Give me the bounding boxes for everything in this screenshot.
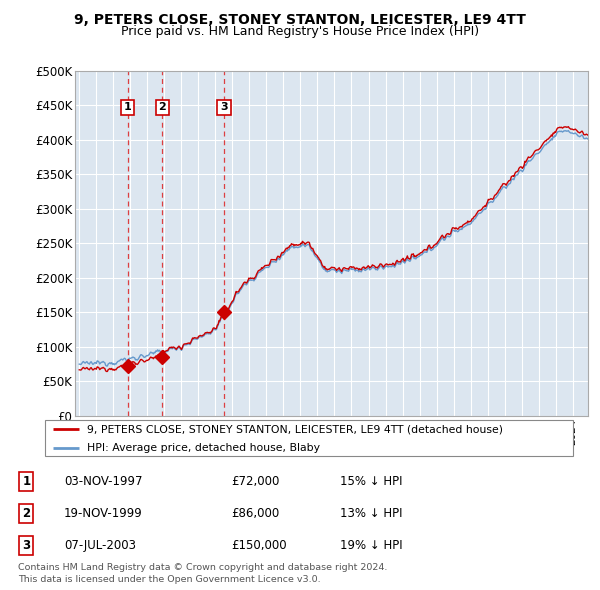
Text: 3: 3 <box>220 103 228 112</box>
Text: 9, PETERS CLOSE, STONEY STANTON, LEICESTER, LE9 4TT (detached house): 9, PETERS CLOSE, STONEY STANTON, LEICEST… <box>88 424 503 434</box>
FancyBboxPatch shape <box>44 419 574 457</box>
Text: 2: 2 <box>158 103 166 112</box>
Text: 1: 1 <box>124 103 131 112</box>
Text: 3: 3 <box>22 539 31 552</box>
Text: Contains HM Land Registry data © Crown copyright and database right 2024.
This d: Contains HM Land Registry data © Crown c… <box>18 563 388 584</box>
Text: 15% ↓ HPI: 15% ↓ HPI <box>340 475 403 488</box>
Text: HPI: Average price, detached house, Blaby: HPI: Average price, detached house, Blab… <box>88 442 320 453</box>
Text: £86,000: £86,000 <box>231 507 279 520</box>
Text: 1: 1 <box>22 475 31 488</box>
Text: 2: 2 <box>22 507 31 520</box>
Text: 19% ↓ HPI: 19% ↓ HPI <box>340 539 403 552</box>
Text: Price paid vs. HM Land Registry's House Price Index (HPI): Price paid vs. HM Land Registry's House … <box>121 25 479 38</box>
Text: £72,000: £72,000 <box>231 475 279 488</box>
Text: 07-JUL-2003: 07-JUL-2003 <box>64 539 136 552</box>
Text: £150,000: £150,000 <box>231 539 287 552</box>
Text: 9, PETERS CLOSE, STONEY STANTON, LEICESTER, LE9 4TT: 9, PETERS CLOSE, STONEY STANTON, LEICEST… <box>74 13 526 27</box>
Text: 13% ↓ HPI: 13% ↓ HPI <box>340 507 403 520</box>
Text: 03-NOV-1997: 03-NOV-1997 <box>64 475 142 488</box>
Text: 19-NOV-1999: 19-NOV-1999 <box>64 507 143 520</box>
